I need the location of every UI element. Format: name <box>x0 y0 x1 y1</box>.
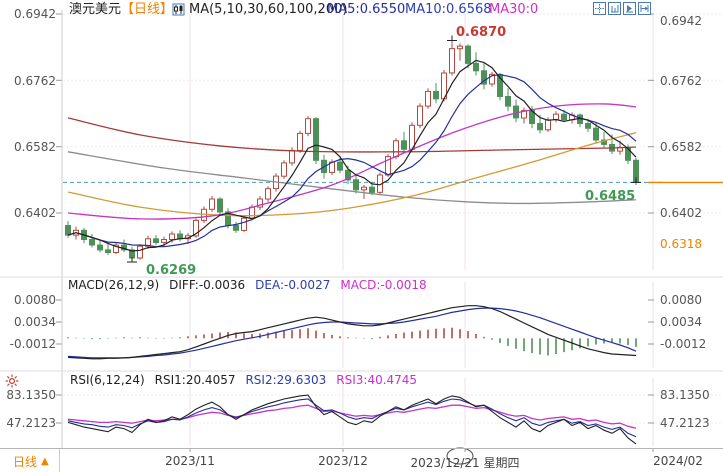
rsi-tick-left-1: 83.1350 <box>6 388 56 402</box>
indicator-icon[interactable] <box>5 374 19 388</box>
crosshair-icon[interactable] <box>593 2 606 15</box>
rsi-title: RSI(6,12,24) <box>70 373 145 387</box>
low-price-label: 0.6269 <box>146 263 197 278</box>
price-tick-right-2: 0.6762 <box>660 74 702 88</box>
price-tick-right-low: 0.6318 <box>660 237 702 251</box>
macd-tick-left-3: -0.0012 <box>9 337 56 351</box>
macd-header: MACD(26,12,9) DIFF:-0.0036 DEA:-0.0027 MACD… <box>68 279 437 292</box>
macd-macd-value: MACD:-0.0018 <box>340 278 427 292</box>
candlestick-icon <box>172 3 185 16</box>
macd-tick-right-1: 0.0080 <box>660 293 702 307</box>
price-tick-right-1: 0.6942 <box>660 14 702 28</box>
time-axis-bar: 日线 ▲ 2023/11 2023/12 2023/12/21 星期四 2024… <box>0 448 723 472</box>
price-tick-right-4: 0.6402 <box>660 206 702 220</box>
ma30-value: MA30:0 <box>489 2 539 17</box>
period-selector[interactable]: 日线 ▲ <box>0 449 60 472</box>
macd-tick-right-3: -0.0012 <box>660 337 707 351</box>
price-tick-left-4: 0.6402 <box>14 206 56 220</box>
date-label-dec: 2023/12 <box>318 454 368 468</box>
play-icon[interactable] <box>623 2 636 15</box>
date-label-feb: 2024/02 <box>653 454 703 468</box>
period-label: 日线 <box>13 454 38 469</box>
macd-diff-value: DIFF:-0.0036 <box>169 278 246 292</box>
chart-toolbar <box>593 2 651 15</box>
macd-title: MACD(26,12,9) <box>68 278 160 292</box>
macd-tick-right-2: 0.0034 <box>660 315 702 329</box>
price-tick-left-2: 0.6762 <box>14 74 56 88</box>
rsi-header: RSI(6,12,24) RSI1:20.4057 RSI2:29.6303 RSI3… <box>70 374 427 387</box>
macd-dea-value: DEA:-0.0027 <box>255 278 331 292</box>
ma-group-label: MA(5,10,30,60,100,200) <box>189 2 348 17</box>
ma10-value: MA10:0.6568 <box>405 2 492 17</box>
high-price-label: 0.6870 <box>456 25 507 40</box>
date-label-selected: 2023/12/21 星期四 <box>410 456 520 470</box>
last-price-label: 0.6485 <box>585 189 636 204</box>
macd-tick-left-1: 0.0080 <box>14 293 56 307</box>
macd-tick-left-2: 0.0034 <box>14 315 56 329</box>
rsi2-value: RSI2:29.6303 <box>245 373 327 387</box>
indicator-window-icon[interactable] <box>608 2 621 15</box>
ma5-value: MA5:0.6550 <box>327 2 406 17</box>
rsi-tick-right-2: 47.2123 <box>660 416 710 430</box>
period-tag: 【日线】 <box>121 2 174 17</box>
period-up-triangle-icon: ▲ <box>41 455 49 467</box>
symbol-name: 澳元美元 <box>69 2 122 17</box>
symbol-title: 澳元美元【日线】 <box>69 3 173 16</box>
date-label-nov: 2023/11 <box>165 454 215 468</box>
next-page-icon[interactable] <box>638 2 651 15</box>
rsi3-value: RSI3:40.4745 <box>336 373 418 387</box>
rsi-tick-right-1: 83.1350 <box>660 388 710 402</box>
price-tick-right-3: 0.6582 <box>660 140 702 154</box>
price-tick-left-1: 0.6942 <box>14 7 56 21</box>
rsi1-value: RSI1:20.4057 <box>154 373 236 387</box>
rsi-tick-left-2: 47.2123 <box>6 416 56 430</box>
price-tick-left-3: 0.6582 <box>14 140 56 154</box>
